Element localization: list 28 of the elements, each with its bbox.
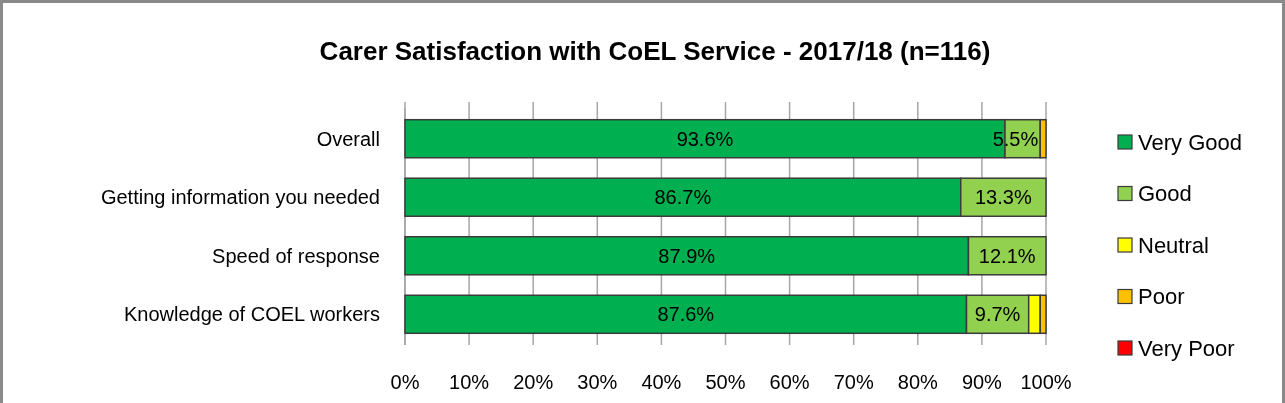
- y-tick-label: Getting information you needed: [100, 186, 380, 209]
- x-tick-label: 20%: [513, 371, 554, 393]
- data-label: 13.3%: [975, 186, 1032, 209]
- legend-label: Neutral: [1138, 232, 1209, 258]
- x-tick-label: 50%: [705, 371, 746, 393]
- data-label: 86.7%: [654, 186, 712, 209]
- x-tick-label: 10%: [449, 371, 490, 393]
- legend-label: Very Poor: [1138, 335, 1235, 361]
- legend-label: Very Good: [1138, 129, 1242, 155]
- legend-label: Good: [1138, 181, 1192, 207]
- x-tick-label: 80%: [897, 371, 939, 393]
- data-label: 12.1%: [978, 244, 1036, 267]
- data-label: 93.6%: [676, 127, 734, 150]
- x-tick-label: 40%: [641, 371, 682, 393]
- data-label: 9.7%: [974, 303, 1021, 326]
- y-tick-label: Knowledge of COEL workers: [123, 303, 380, 326]
- y-tick-label: Overall: [316, 127, 380, 150]
- chart-title: Carer Satisfaction with CoEL Service - 2017/18 (n=116): [319, 36, 991, 66]
- x-tick-label: 90%: [961, 371, 1003, 393]
- x-tick-label: 0%: [390, 371, 420, 393]
- x-tick-label: 30%: [577, 371, 618, 393]
- x-tick-label: 60%: [769, 371, 810, 393]
- x-tick-label: 100%: [1020, 371, 1072, 393]
- data-label: 87.9%: [658, 244, 716, 267]
- legend-label: Poor: [1138, 284, 1185, 310]
- x-tick-label: 70%: [833, 371, 874, 393]
- y-tick-label: Speed of response: [212, 244, 380, 267]
- data-label: 87.6%: [657, 303, 715, 326]
